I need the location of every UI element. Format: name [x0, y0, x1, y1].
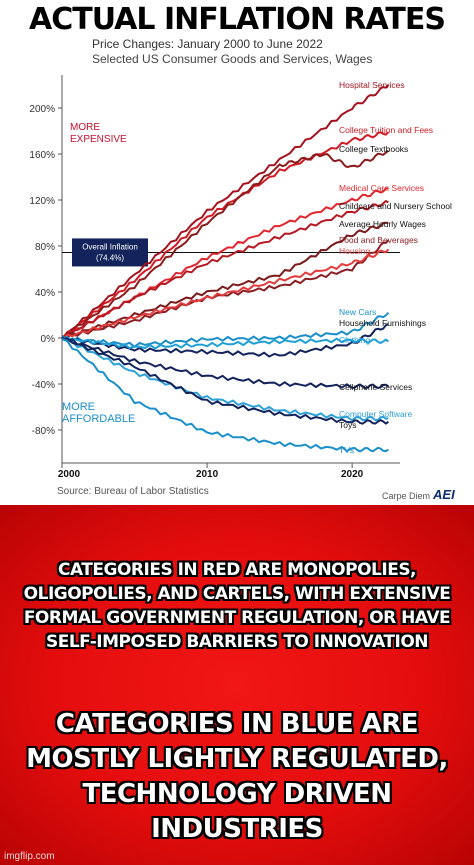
series-label: New Cars [339, 307, 376, 317]
y-tick-label: 0% [41, 334, 56, 345]
series-label: College Tuition and Fees [339, 125, 433, 135]
chart-source: Source: Bureau of Labor Statistics [57, 486, 209, 497]
x-tick-label: 2000 [58, 469, 81, 480]
series-line-tvs [61, 338, 389, 453]
y-tick-label: 160% [29, 150, 55, 161]
series-label: Hospital Services [339, 80, 405, 90]
series-line-college-tuition-and-fees [61, 131, 390, 341]
series-label: TVs [339, 445, 354, 455]
series-line-hospital-services [61, 84, 390, 341]
series-line-clothing [61, 335, 389, 350]
chart-title: Price Changes: January 2000 to June 2022 [92, 37, 323, 51]
caption-blue-categories: CATEGORIES IN BLUE ARE MOSTLY LIGHTLY RE… [26, 709, 448, 844]
series-line-toys [61, 337, 389, 425]
caption-panel: CATEGORIES IN RED ARE MONOPOLIES, OLIGOP… [0, 505, 474, 865]
series-label: Computer Software [339, 409, 412, 419]
series-label: Clothing [339, 335, 370, 345]
overall-inflation-value: (74.4%) [96, 253, 124, 262]
meme-top-text: ACTUAL INFLATION RATES [29, 2, 446, 37]
more-expensive-label: MORE [70, 122, 100, 133]
watermark: imgflip.com [4, 851, 55, 862]
y-tick-label: -40% [32, 380, 55, 391]
overall-inflation-box [72, 238, 148, 267]
series-label: College Textbooks [339, 144, 408, 154]
series-line-cellphone-services [61, 336, 389, 390]
series-line-college-textbooks [61, 149, 390, 339]
chart-svg: 200% 160% 120% 80% 40% 0% -40% -80% 2000 2010 2020… [29, 75, 452, 480]
x-tick-label: 2010 [196, 469, 219, 480]
brand-name: Carpe Diem [382, 491, 431, 501]
chart-subtitle: Selected US Consumer Goods and Services,… [92, 52, 373, 66]
y-tick-label: -80% [32, 426, 55, 437]
series-label: Average Hourly Wages [339, 219, 426, 229]
x-tick-label: 2020 [341, 469, 364, 480]
series-label: Household Furnishings [339, 318, 426, 328]
series-line-average-hourly-wages [61, 221, 389, 339]
series-label: Childcare and Nursery School [339, 201, 452, 211]
series-label: Toys [339, 420, 356, 430]
series-line-housing [61, 248, 390, 341]
series-label: Cellphone Services [339, 382, 412, 392]
chart-panel: 200% 160% 120% 80% 40% 0% -40% -80% 2000 2010 2020… [29, 2, 455, 502]
series-line-computer-software [61, 337, 389, 422]
y-tick-label: 200% [29, 104, 55, 115]
caption-red-categories: CATEGORIES IN RED ARE MONOPOLIES, OLIGOP… [23, 560, 451, 652]
series-label: Medical Care Services [339, 183, 424, 193]
aei-logo: AEI [433, 487, 455, 502]
series-label: Housing [339, 246, 370, 256]
more-affordable-label-line2: AFFORDABLE [62, 413, 135, 425]
series-line-food-and-beverages [61, 239, 390, 341]
y-tick-label: 120% [29, 196, 55, 207]
series-label: Food and Beverages [339, 235, 418, 245]
overall-inflation-label: Overall Inflation [82, 242, 138, 251]
brand-credit: Carpe Diem AEI [382, 487, 455, 502]
more-expensive-label-line2: EXPENSIVE [70, 134, 127, 145]
series-line-childcare-and-nursery-school [61, 199, 389, 338]
y-tick-label: 80% [35, 242, 55, 253]
y-tick-label: 40% [35, 288, 55, 299]
more-affordable-label: MORE [62, 401, 95, 413]
